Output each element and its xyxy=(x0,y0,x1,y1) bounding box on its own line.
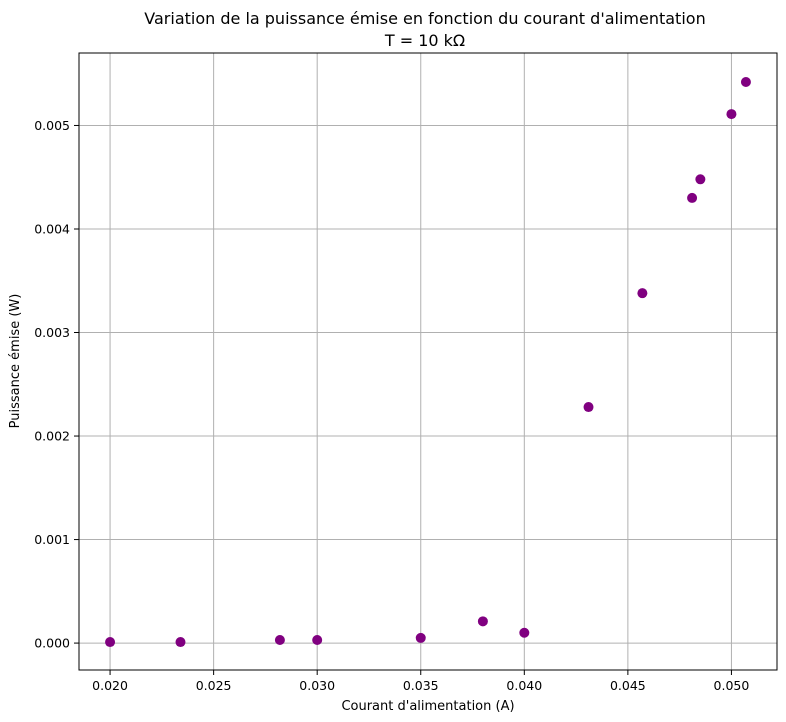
x-tick-label: 0.045 xyxy=(610,678,646,693)
axis-ticks: 0.020 0.025 0.030 0.035 0.040 0.045 0.050 0.000… xyxy=(34,118,749,693)
grid-lines xyxy=(79,53,777,670)
x-tick-label: 0.040 xyxy=(506,678,542,693)
y-tick-label: 0.003 xyxy=(34,325,70,340)
data-points xyxy=(105,76,751,648)
data-point xyxy=(477,616,488,627)
chart-title: Variation de la puissance émise en fonct… xyxy=(144,9,705,28)
data-point xyxy=(519,627,530,638)
x-tick-label: 0.020 xyxy=(92,678,128,693)
plot-frame xyxy=(78,52,778,671)
x-tick-label: 0.030 xyxy=(299,678,335,693)
y-axis-label: Puissance émise (W) xyxy=(8,294,23,429)
x-tick-label: 0.035 xyxy=(403,678,439,693)
data-point xyxy=(105,637,116,648)
data-point xyxy=(695,174,706,185)
chart-subtitle: T = 10 kΩ xyxy=(384,31,465,50)
data-point xyxy=(175,637,186,648)
data-point xyxy=(583,402,594,413)
y-tick-label: 0.005 xyxy=(34,118,70,133)
x-tick-label: 0.025 xyxy=(196,678,232,693)
data-point xyxy=(726,109,737,120)
data-point xyxy=(415,632,426,643)
data-point xyxy=(312,634,323,645)
y-tick-label: 0.004 xyxy=(34,221,70,236)
x-tick-label: 0.050 xyxy=(714,678,750,693)
y-tick-label: 0.000 xyxy=(34,636,70,651)
y-tick-label: 0.001 xyxy=(34,532,70,547)
data-point xyxy=(637,288,648,299)
y-tick-label: 0.002 xyxy=(34,429,70,444)
data-point xyxy=(740,76,751,87)
data-point xyxy=(687,192,698,203)
data-point xyxy=(274,634,285,645)
x-axis-label: Courant d'alimentation (A) xyxy=(341,699,514,714)
